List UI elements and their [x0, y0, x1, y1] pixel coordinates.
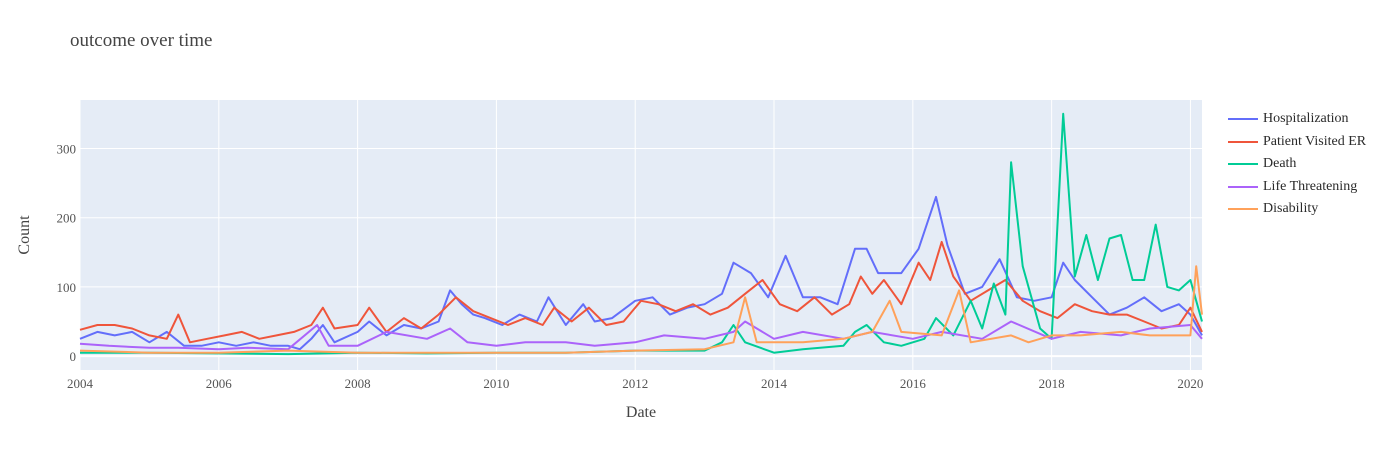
legend-label: Life Threatening: [1263, 178, 1358, 194]
y-tick-label: 300: [57, 141, 77, 156]
y-tick-label: 0: [70, 349, 77, 364]
legend-swatch: [1228, 163, 1258, 166]
legend-item[interactable]: Life Threatening: [1228, 176, 1366, 199]
series-line-patient-visited-er: [79, 240, 1203, 344]
x-tick-label: 2014: [761, 376, 788, 391]
y-tick-label: 200: [57, 211, 77, 226]
legend-label: Disability: [1263, 201, 1319, 217]
legend-swatch: [1228, 185, 1258, 188]
legend-item[interactable]: Patient Visited ER: [1228, 131, 1366, 154]
series-lines: [79, 112, 1203, 356]
legend-label: Patient Visited ER: [1263, 133, 1367, 149]
series-line-disability: [79, 265, 1203, 354]
x-tick-label: 2006: [206, 376, 233, 391]
x-tick-label: 2010: [483, 376, 509, 391]
x-tick-label: 2018: [1039, 376, 1065, 391]
x-tick-label: 2004: [67, 376, 94, 391]
x-tick-label: 2016: [900, 376, 927, 391]
x-tick-label: 2020: [1177, 376, 1203, 391]
x-tick-label: 2008: [345, 376, 371, 391]
legend-swatch: [1228, 140, 1258, 143]
legend-swatch: [1228, 118, 1258, 121]
x-axis-label: Date: [626, 404, 656, 421]
y-tick-label: 100: [57, 280, 77, 295]
legend-item[interactable]: Hospitalization: [1228, 108, 1366, 131]
legend-swatch: [1228, 208, 1258, 211]
legend-item[interactable]: Disability: [1228, 198, 1366, 221]
legend-label: Hospitalization: [1263, 111, 1349, 127]
legend-label: Death: [1263, 156, 1297, 172]
axis-ticks: 0 100 200 300 2004 2006 2008 2010 2012 2014 2016 20…: [57, 141, 1204, 391]
chart-title: outcome over time: [70, 30, 213, 51]
plot-area: [80, 100, 1202, 370]
series-line-life-threatening: [79, 320, 1203, 351]
legend-item[interactable]: Death: [1228, 153, 1366, 176]
x-tick-label: 2012: [622, 376, 648, 391]
legend[interactable]: Hospitalization Patient Visited ER Death Li…: [1228, 108, 1366, 221]
y-axis-label: Count: [16, 215, 33, 255]
